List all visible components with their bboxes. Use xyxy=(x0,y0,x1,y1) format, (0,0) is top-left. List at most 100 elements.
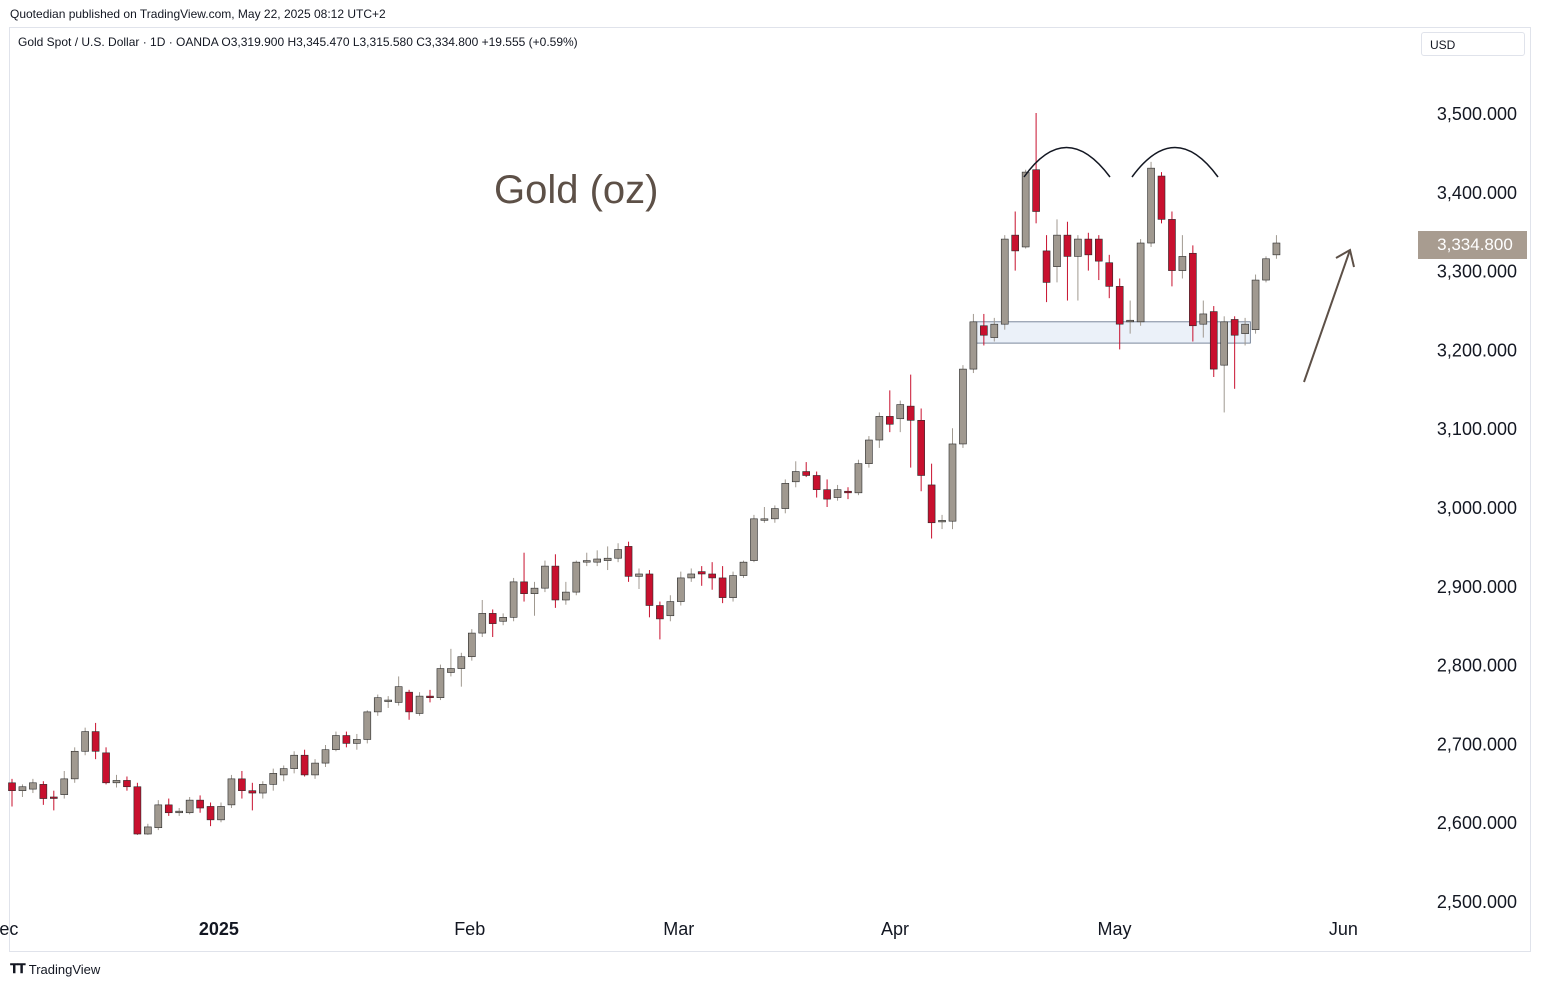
candle xyxy=(708,562,716,590)
candle-body xyxy=(1241,323,1249,334)
symbol-legend: Gold Spot / U.S. Dollar · 1D · OANDA O3,… xyxy=(18,35,578,49)
candle-body xyxy=(1084,238,1093,256)
currency-selector[interactable]: USD xyxy=(1421,32,1525,56)
candle-body xyxy=(269,773,278,785)
candle xyxy=(1136,239,1145,326)
candle-body xyxy=(791,471,800,483)
candle xyxy=(844,487,852,500)
candle-body xyxy=(258,784,267,794)
footer-brand[interactable]: 𝐓𝐓 TradingView xyxy=(10,961,100,977)
candle xyxy=(969,313,978,374)
candle xyxy=(436,664,445,701)
candle xyxy=(342,731,351,748)
candle xyxy=(196,795,204,813)
candle-body xyxy=(1053,234,1061,267)
candle xyxy=(917,408,925,492)
candle-body xyxy=(1042,250,1051,283)
candle xyxy=(405,689,413,720)
y-tick-label: 3,500.000 xyxy=(1437,104,1517,124)
candle-body xyxy=(509,581,518,618)
candle-body xyxy=(697,571,706,575)
candle xyxy=(635,568,643,589)
candle-body xyxy=(1032,169,1040,212)
tradingview-logo-icon: 𝐓𝐓 xyxy=(10,961,26,976)
y-tick-label: 2,900.000 xyxy=(1437,577,1517,597)
candle-body xyxy=(833,489,842,498)
candle-body xyxy=(750,518,758,561)
candle xyxy=(1105,254,1114,299)
candle-body xyxy=(520,581,528,594)
candle-body xyxy=(227,778,236,806)
candle xyxy=(1115,278,1124,350)
candle-body xyxy=(708,573,716,579)
candle xyxy=(990,317,999,342)
candle xyxy=(1209,306,1218,377)
candle-body xyxy=(1074,238,1082,257)
candle-body xyxy=(279,768,288,776)
candle xyxy=(290,751,298,774)
candle xyxy=(885,390,894,433)
candle xyxy=(802,462,811,478)
candle xyxy=(91,722,100,760)
candle-body xyxy=(781,483,790,509)
candle-body xyxy=(1272,242,1281,256)
x-tick-label: Jun xyxy=(1329,919,1358,939)
candle-body xyxy=(70,750,79,780)
candle xyxy=(1262,256,1270,283)
last-price-tag: 3,334.800 xyxy=(1418,231,1527,259)
candle xyxy=(812,471,821,498)
candle xyxy=(582,552,591,567)
candle-body xyxy=(572,561,581,593)
candle-body xyxy=(1105,262,1114,287)
candle-body xyxy=(49,796,58,799)
candle xyxy=(771,505,779,523)
candle-body xyxy=(614,549,622,559)
price-axis-layer: 2,500.000 2,600.000 2,700.000 2,800.000 2,90… xyxy=(1437,104,1517,912)
candle-body xyxy=(948,443,957,522)
support-zone xyxy=(973,321,1251,344)
candle xyxy=(593,550,602,567)
candle xyxy=(1230,316,1239,389)
candle xyxy=(865,436,873,468)
last-price-tag-bg xyxy=(1418,231,1527,259)
candle-body xyxy=(91,731,100,752)
candle-body xyxy=(1178,256,1187,271)
candle xyxy=(1251,274,1260,334)
candle xyxy=(300,749,309,777)
candle xyxy=(426,689,434,703)
candle-body xyxy=(927,484,936,524)
time-axis-layer: ec 2025 Feb Mar Apr May Jun xyxy=(0,919,1358,939)
candle-body xyxy=(844,490,852,494)
candle-body xyxy=(384,699,393,702)
candle xyxy=(1084,232,1093,271)
candle xyxy=(645,570,654,618)
candle xyxy=(959,365,967,448)
candle-body xyxy=(875,416,884,441)
chart-frame xyxy=(9,27,1531,952)
candle-body xyxy=(551,565,560,601)
x-tick-label: 2025 xyxy=(199,919,239,939)
candle xyxy=(467,629,476,661)
candle-body xyxy=(687,573,696,579)
candle xyxy=(81,727,89,756)
candle xyxy=(29,778,37,794)
candle xyxy=(1095,235,1103,281)
candle-body xyxy=(959,368,967,445)
y-tick-label: 3,000.000 xyxy=(1437,498,1517,518)
candle-body xyxy=(1115,286,1124,325)
drawings-layer xyxy=(1023,146,1355,383)
candle xyxy=(541,560,549,593)
candle xyxy=(614,543,622,563)
double-top-arc-left xyxy=(1023,146,1111,178)
candle xyxy=(1053,219,1061,283)
candle-body xyxy=(823,489,831,500)
candle-body xyxy=(206,806,215,821)
candle-body xyxy=(185,799,194,814)
trend-arrow-head xyxy=(1335,248,1355,268)
candle xyxy=(1032,113,1040,224)
candle xyxy=(1199,300,1208,338)
candle xyxy=(896,400,905,433)
candle-body xyxy=(457,656,466,669)
candle xyxy=(572,560,581,596)
